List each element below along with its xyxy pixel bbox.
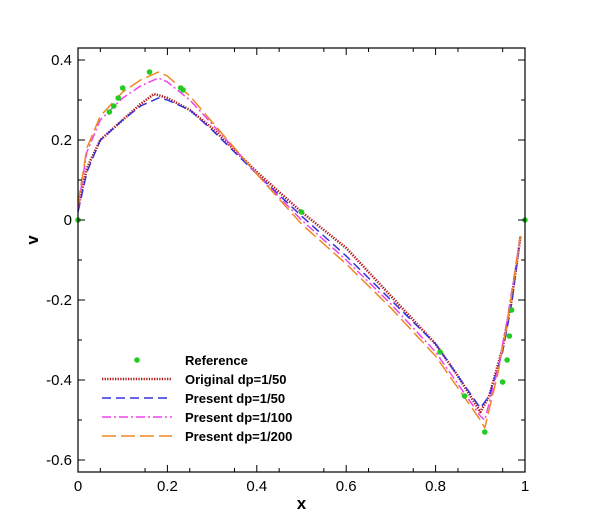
x-tick-label: 0 <box>74 478 82 495</box>
reference-point <box>115 95 122 101</box>
x-tick-label: 0.4 <box>246 478 267 495</box>
series-line <box>78 92 522 414</box>
series-layer <box>75 69 528 435</box>
legend-item: Present dp=1/200 <box>102 429 292 444</box>
series-4 <box>78 71 522 429</box>
reference-point <box>508 307 515 313</box>
legend-label: Present dp=1/200 <box>185 429 292 444</box>
reference-point <box>146 69 153 75</box>
y-axis-title: v <box>23 235 42 245</box>
y-tick-label: 0.4 <box>51 52 72 69</box>
legend-label: Present dp=1/50 <box>185 391 285 406</box>
y-tick-label: -0.4 <box>46 372 72 389</box>
reference-point <box>481 429 488 435</box>
reference-point <box>461 393 468 399</box>
series-line <box>78 77 522 421</box>
reference-point <box>110 103 117 109</box>
y-tick-label: -0.6 <box>46 452 72 469</box>
reference-point <box>504 357 510 363</box>
series-1 <box>78 92 522 414</box>
reference-point <box>298 209 305 215</box>
series-0 <box>75 69 528 435</box>
legend-label: Present dp=1/100 <box>185 410 292 425</box>
reference-point <box>437 349 443 355</box>
reference-point <box>106 109 113 115</box>
legend-item: Original dp=1/50 <box>102 372 287 387</box>
legend-item: Reference <box>134 353 248 368</box>
y-tick-label: 0.2 <box>51 132 72 149</box>
series-3 <box>78 77 522 421</box>
legend-marker <box>134 357 140 363</box>
ticks-layer: 0 0.2 0.4 0.6 0.8 1 0.4 0.2 0 -0.2 -0.4 -0.6 <box>46 48 529 495</box>
x-tick-label: 1 <box>521 478 529 495</box>
reference-point <box>180 87 186 93</box>
x-tick-label: 0.2 <box>157 478 178 495</box>
x-tick-label: 0.8 <box>425 478 446 495</box>
y-tick-label: -0.2 <box>46 292 72 309</box>
plot-frame <box>77 47 526 473</box>
x-tick-label: 0.6 <box>336 478 357 495</box>
legend: Reference Original dp=1/50 Present dp=1/50… <box>102 353 292 444</box>
legend-item: Present dp=1/50 <box>102 391 285 406</box>
y-tick-label: 0 <box>64 212 72 229</box>
series-line <box>78 71 522 429</box>
reference-point <box>119 85 126 91</box>
reference-point <box>499 379 506 385</box>
reference-point <box>506 333 513 339</box>
series-2 <box>78 97 522 409</box>
legend-label: Reference <box>185 353 248 368</box>
legend-item: Present dp=1/100 <box>102 410 292 425</box>
series-line <box>78 97 522 409</box>
legend-label: Original dp=1/50 <box>185 372 287 387</box>
x-axis-title: x <box>297 494 307 513</box>
